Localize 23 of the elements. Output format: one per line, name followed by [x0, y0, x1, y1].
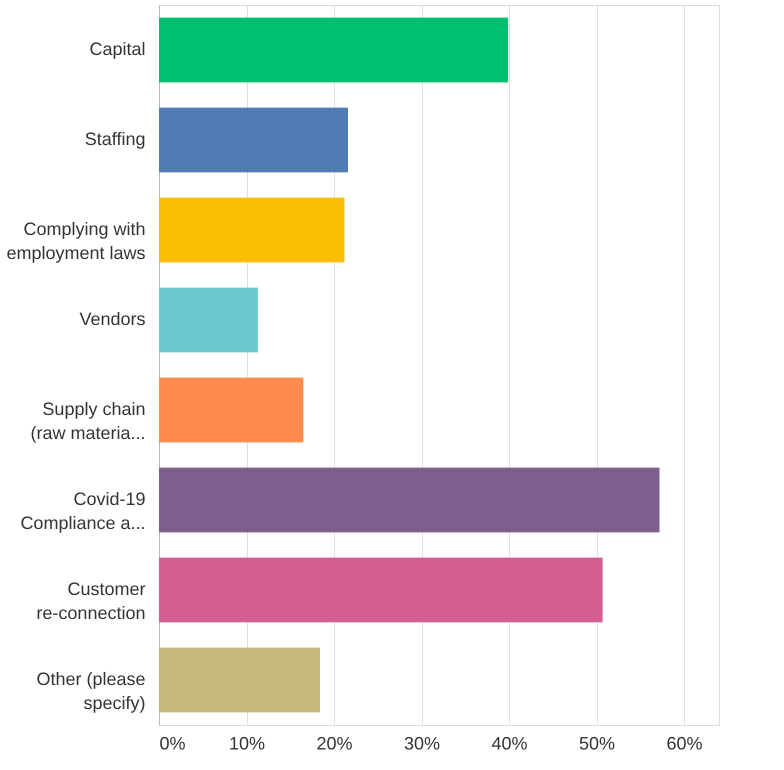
- y-tick-label: Covid-19 Compliance a...: [20, 489, 146, 533]
- y-tick-label: Supply chain (raw materia...: [30, 399, 146, 443]
- x-tick-label: 50%: [578, 734, 616, 754]
- bar: [159, 18, 508, 82]
- bar: [159, 558, 603, 622]
- y-tick-label: Vendors: [79, 309, 146, 329]
- bar: [159, 468, 660, 532]
- x-tick-label: 0%: [160, 734, 186, 754]
- x-tick-label: 20%: [316, 734, 353, 754]
- x-tick-label: 30%: [404, 734, 440, 754]
- bar: [159, 378, 304, 442]
- y-tick-label: Other (please specify): [36, 669, 146, 713]
- y-tick-label: Staffing: [84, 129, 146, 149]
- y-tick-label: Complying with employment laws: [6, 219, 146, 263]
- bar: [159, 648, 320, 712]
- bar: [159, 288, 258, 352]
- x-tick-label: 40%: [491, 734, 528, 754]
- x-tick-label: 60%: [666, 734, 703, 754]
- x-tick-label: 10%: [228, 734, 266, 754]
- bar: [159, 198, 344, 262]
- y-tick-label: Capital: [89, 39, 146, 59]
- y-tick-label: Customer re-connection: [36, 579, 146, 623]
- bar: [159, 108, 348, 172]
